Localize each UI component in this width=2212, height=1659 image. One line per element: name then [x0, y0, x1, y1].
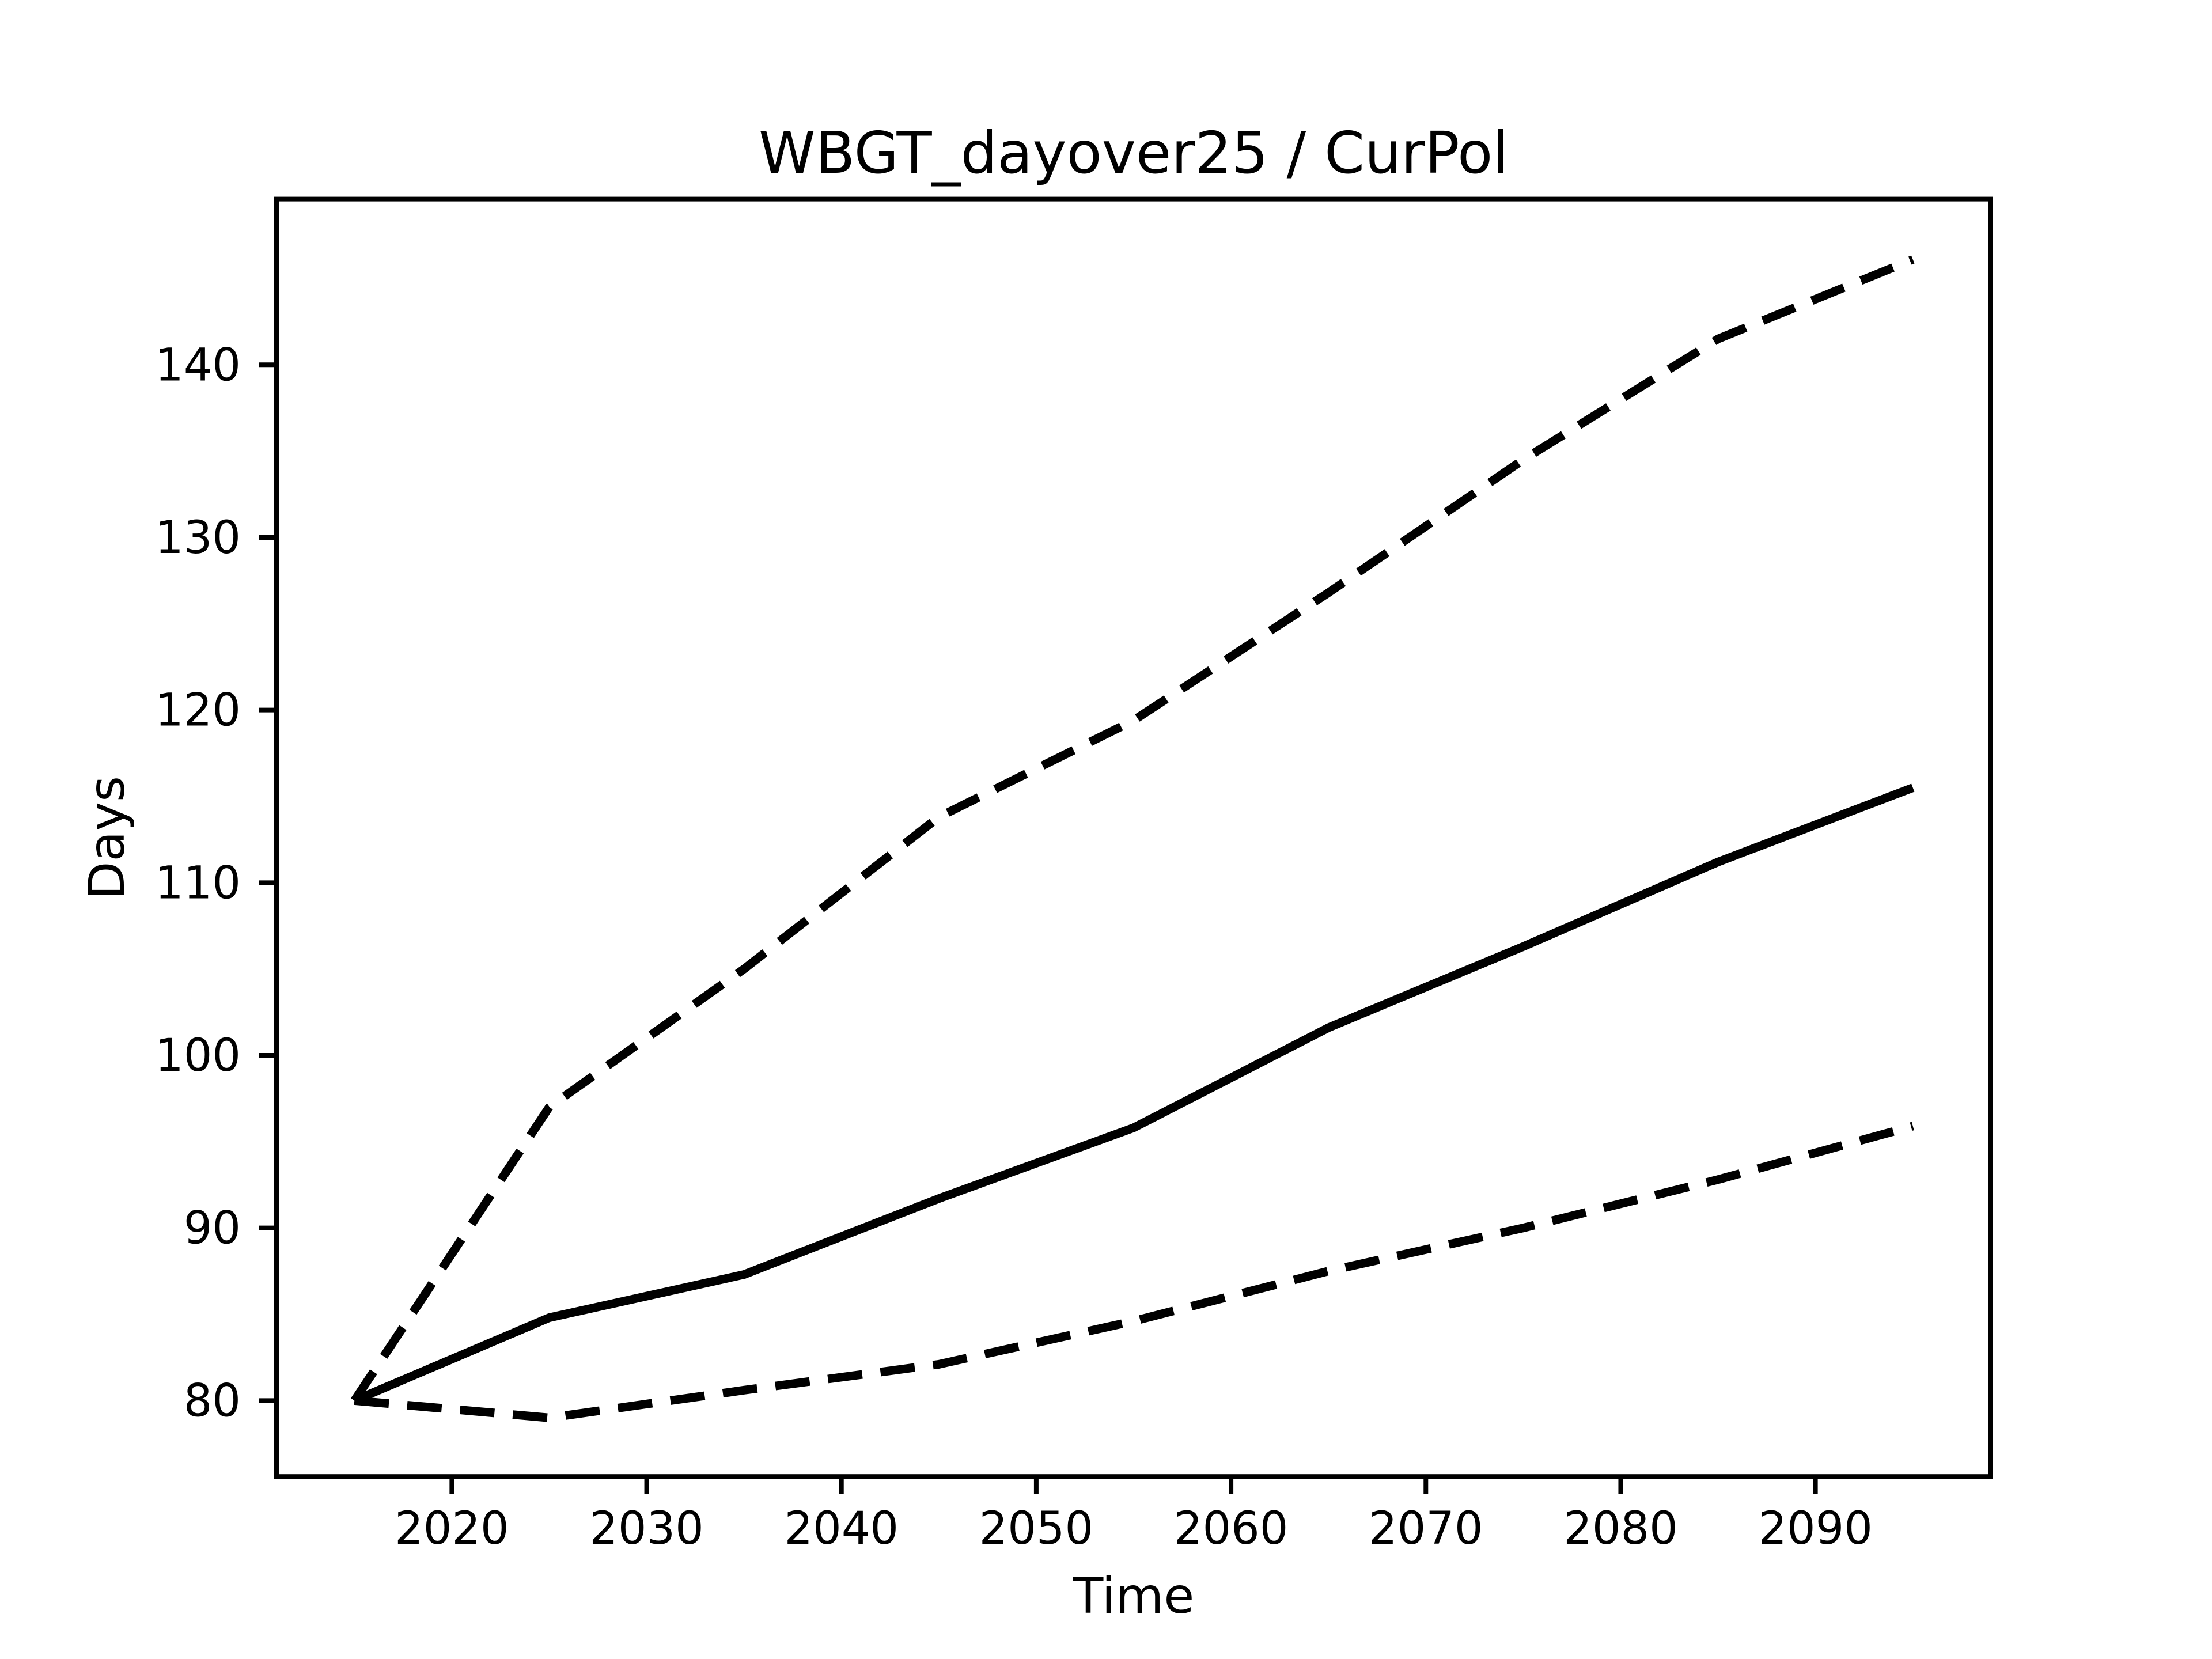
- x-tick-label: 2050: [979, 1503, 1094, 1555]
- x-tick-label: 2070: [1369, 1503, 1483, 1555]
- x-tick-label: 2090: [1758, 1503, 1873, 1555]
- y-tick-label: 100: [155, 1030, 241, 1082]
- y-tick-label: 140: [155, 339, 241, 391]
- y-axis-ticks: 80 90 100 110 120 130 140: [155, 339, 276, 1427]
- x-tick-label: 2060: [1174, 1503, 1289, 1555]
- series-median-line: [353, 783, 1915, 1405]
- x-tick-label: 2030: [589, 1503, 704, 1555]
- y-tick-label: 120: [155, 685, 241, 737]
- plot-area-frame: [274, 196, 1993, 1479]
- y-tick-label: 80: [184, 1375, 241, 1427]
- chart-series: [351, 255, 1915, 1422]
- x-axis-label: Time: [1073, 1567, 1194, 1625]
- chart-title: WBGT_dayover25 / CurPol: [759, 119, 1509, 187]
- x-tick-label: 2040: [784, 1503, 899, 1555]
- x-axis-ticks: 2020 2030 2040 2050 2060 2070 2080 2090: [395, 1476, 1873, 1555]
- series-upper-bound-line: [351, 255, 1915, 1403]
- y-tick-label: 110: [155, 857, 241, 909]
- y-tick-label: 130: [155, 512, 241, 564]
- y-axis-label: Days: [78, 776, 136, 900]
- x-tick-label: 2020: [395, 1503, 509, 1555]
- series-lower-bound-line: [354, 1122, 1914, 1422]
- x-tick-label: 2080: [1563, 1503, 1678, 1555]
- y-tick-label: 90: [184, 1203, 241, 1255]
